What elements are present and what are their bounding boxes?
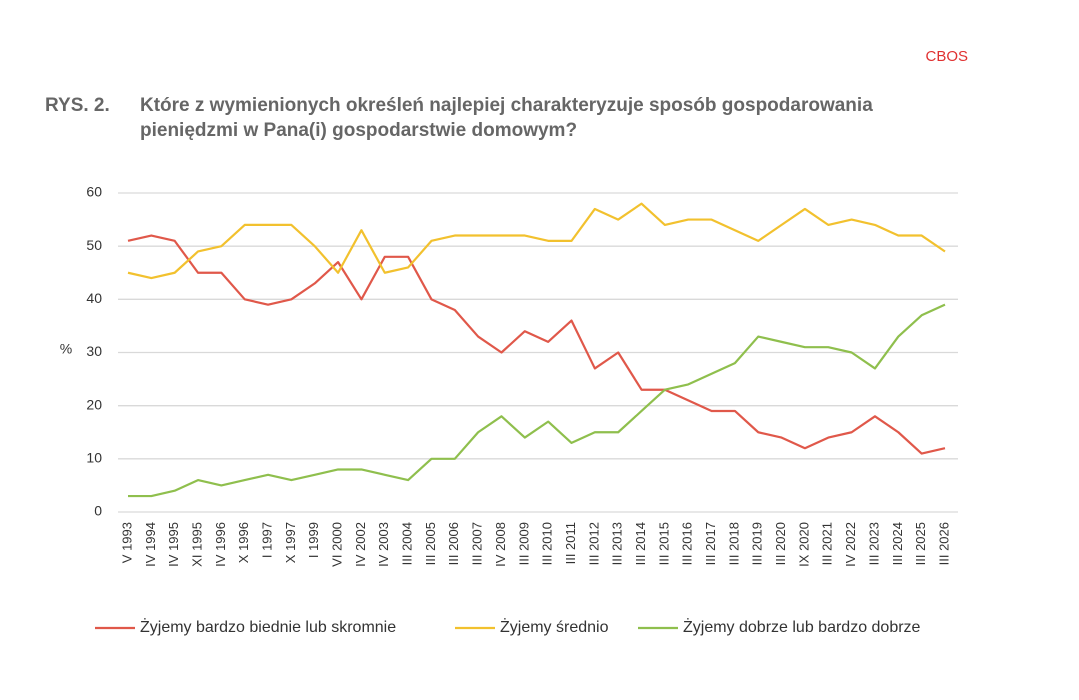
x-tick-label: XI 1995 bbox=[189, 522, 204, 567]
legend-label: Żyjemy bardzo biednie lub skromnie bbox=[140, 617, 396, 636]
x-tick-label: III 2014 bbox=[633, 522, 648, 565]
x-tick-label: III 2005 bbox=[423, 522, 438, 565]
x-tick-label: III 2004 bbox=[400, 522, 415, 565]
x-tick-label: III 2017 bbox=[703, 522, 718, 565]
y-tick-label: 0 bbox=[94, 503, 102, 519]
x-tick-label: III 2021 bbox=[820, 522, 835, 565]
x-tick-label: III 2013 bbox=[610, 522, 625, 565]
y-tick-label: 50 bbox=[86, 237, 102, 253]
y-tick-label: 20 bbox=[86, 396, 102, 412]
x-tick-label: III 2010 bbox=[540, 522, 555, 565]
legend-label: Żyjemy średnio bbox=[500, 617, 609, 636]
x-tick-label: IV 2022 bbox=[843, 522, 858, 567]
x-tick-label: III 2006 bbox=[446, 522, 461, 565]
x-tick-label: III 2009 bbox=[516, 522, 531, 565]
x-tick-label: IV 2008 bbox=[493, 522, 508, 567]
x-tick-label: III 2007 bbox=[470, 522, 485, 565]
x-tick-label: III 2025 bbox=[913, 522, 928, 565]
x-tick-label: IV 2003 bbox=[376, 522, 391, 567]
brand: CBOS bbox=[925, 48, 968, 65]
chart-title: pieniędzmi w Pana(i) gospodarstwie domow… bbox=[140, 120, 577, 141]
x-tick-label: III 2016 bbox=[680, 522, 695, 565]
legend-label: Żyjemy dobrze lub bardzo dobrze bbox=[683, 617, 921, 636]
line-series bbox=[128, 303, 946, 498]
y-tick-label: 40 bbox=[86, 290, 102, 306]
x-tick-label: I 1999 bbox=[306, 522, 321, 558]
x-tick-label: IV 1994 bbox=[143, 522, 158, 567]
x-tick-label: III 2018 bbox=[726, 522, 741, 565]
figure-label: RYS. 2. bbox=[45, 95, 110, 116]
y-tick-label: 60 bbox=[86, 184, 102, 200]
x-tick-label: III 2011 bbox=[563, 522, 578, 564]
x-tick-label: V 1993 bbox=[119, 522, 134, 563]
y-tick-label: 30 bbox=[86, 343, 102, 359]
x-tick-label: III 2023 bbox=[866, 522, 881, 565]
x-tick-label: X 1997 bbox=[283, 522, 298, 563]
x-tick-label: IV 1996 bbox=[213, 522, 228, 567]
x-tick-label: VI 2000 bbox=[330, 522, 345, 567]
x-tick-label: IV 1995 bbox=[166, 522, 181, 567]
x-tick-label: III 2026 bbox=[936, 522, 951, 565]
chart-title: Które z wymienionych określeń najlepiej … bbox=[140, 95, 873, 116]
line-series bbox=[127, 234, 946, 455]
x-tick-label: III 2020 bbox=[773, 522, 788, 565]
x-tick-label: X 1996 bbox=[236, 522, 251, 563]
x-tick-label: III 2019 bbox=[750, 522, 765, 565]
x-tick-label: III 2024 bbox=[890, 522, 905, 565]
line-series bbox=[127, 202, 946, 280]
x-tick-label: I 1997 bbox=[259, 522, 274, 558]
x-tick-label: IV 2002 bbox=[353, 522, 368, 567]
y-axis-label: % bbox=[60, 341, 72, 357]
x-tick-label: III 2015 bbox=[656, 522, 671, 565]
x-tick-label: III 2012 bbox=[586, 522, 601, 565]
y-tick-label: 10 bbox=[86, 450, 102, 466]
x-tick-label: IX 2020 bbox=[796, 522, 811, 567]
